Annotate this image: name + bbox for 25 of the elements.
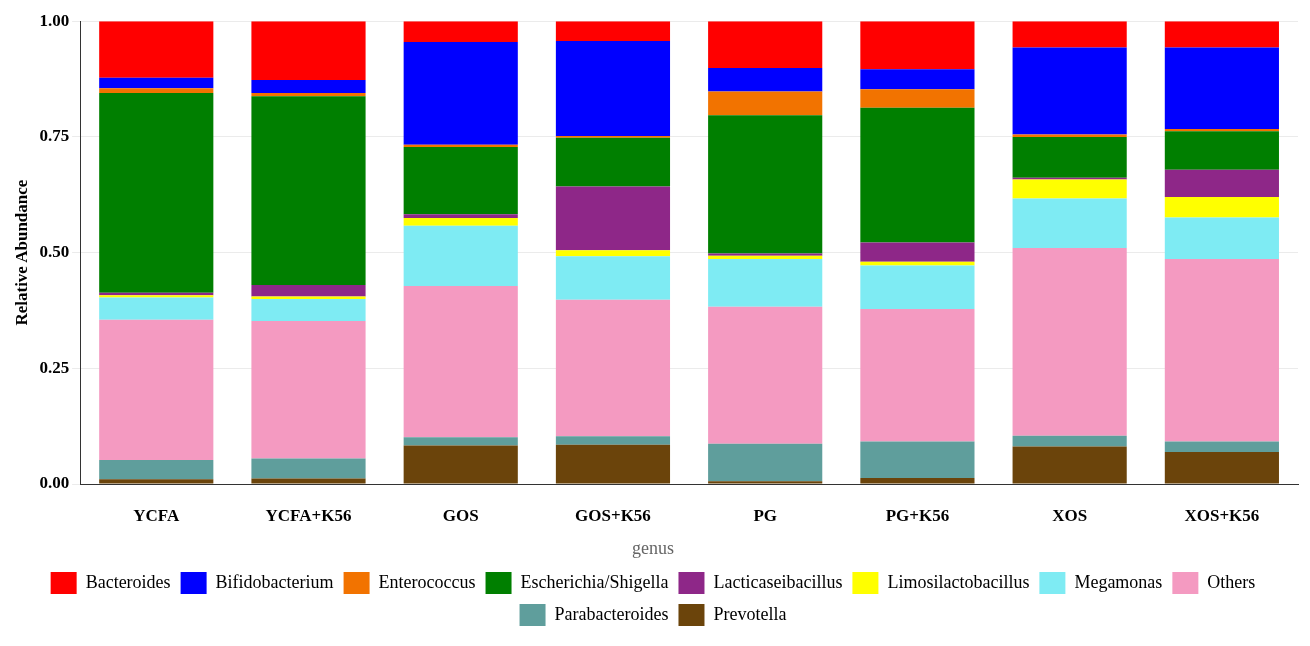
legend-label: Megamonas (1074, 571, 1163, 592)
x-tick-label: XOS+K56 (1184, 505, 1260, 525)
y-axis-title: Relative Abundance (11, 179, 31, 326)
y-tick-label: 1.00 (39, 10, 70, 30)
x-tick-label: PG+K56 (885, 505, 950, 525)
legend-label: Lacticaseibacillus (713, 571, 843, 592)
y-tick-label: 0.75 (39, 126, 70, 146)
x-tick-label: YCFA (133, 505, 180, 525)
legend-label: Enterococcus (378, 571, 476, 592)
y-tick-label: 0.50 (39, 241, 70, 261)
x-tick-label: YCFA+K56 (265, 505, 352, 525)
x-tick-label: PG (753, 505, 777, 525)
x-tick-label: XOS (1052, 505, 1088, 525)
legend-label: Escherichia/Shigella (520, 571, 669, 592)
legend-label: Limosilactobacillus (887, 571, 1030, 592)
x-tick-label: GOS (442, 505, 479, 525)
legend-label: Bifidobacterium (215, 571, 334, 592)
legend-label: Prevotella (713, 603, 787, 624)
legend-title: genus (632, 538, 674, 559)
x-tick-label: GOS+K56 (575, 505, 651, 525)
legend-label: Bacteroides (85, 571, 171, 592)
legend-label: Parabacteroides (554, 603, 669, 624)
y-tick-label: 0.25 (39, 357, 70, 377)
legend-label: Others (1207, 571, 1256, 592)
y-tick-label: 0.00 (39, 473, 70, 493)
